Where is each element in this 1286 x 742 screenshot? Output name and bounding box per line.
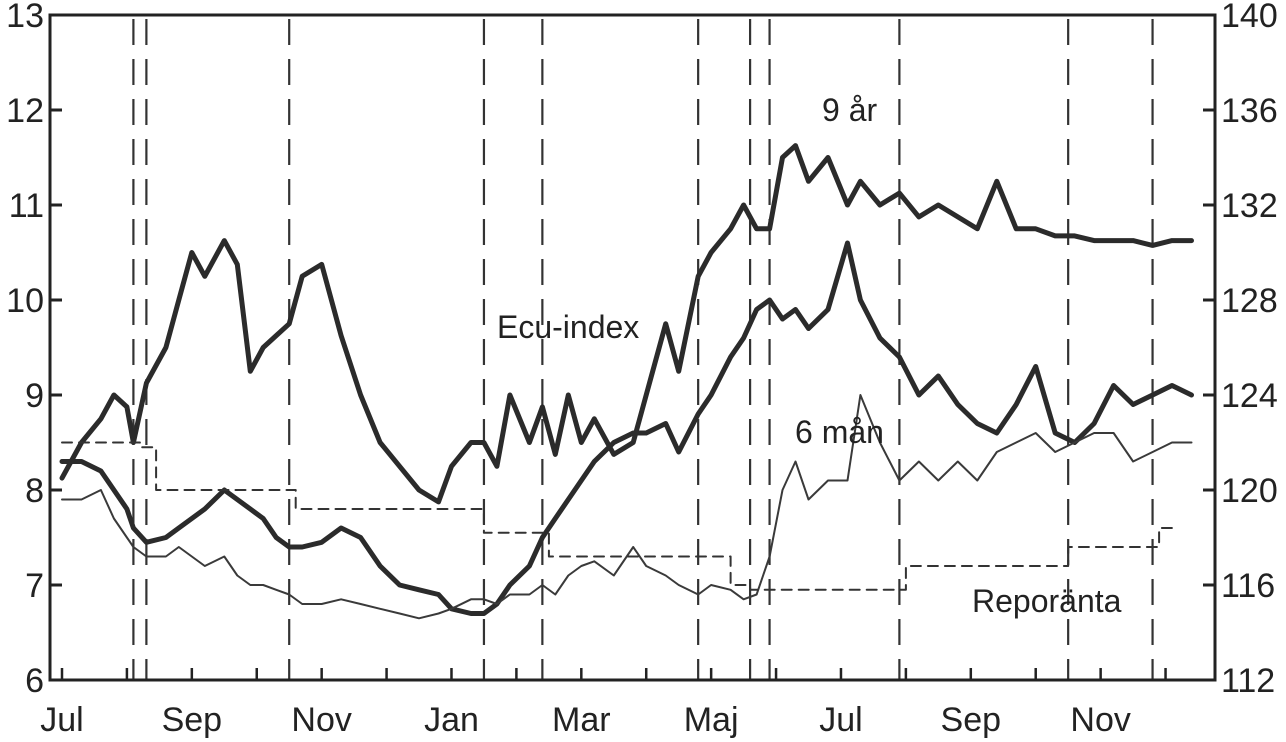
x-tick-label-1: Sep	[162, 701, 223, 739]
x-tick-label-8: Nov	[1070, 701, 1130, 739]
y-left-tick-label-4: 10	[6, 282, 44, 320]
y-right-tick-label-7: 140	[1221, 0, 1278, 35]
x-tick-label-0: Jul	[40, 701, 83, 739]
event-lines	[132, 19, 1154, 680]
y-right-tick-label-6: 136	[1221, 92, 1278, 130]
y-right-tick-label-3: 124	[1221, 377, 1278, 415]
repo-rate-label: Reporänta	[972, 583, 1122, 619]
plot-frame	[48, 13, 1217, 682]
series-line-0	[59, 143, 1194, 505]
x-tick-label-4: Mar	[552, 701, 611, 739]
y-right-tick-label-5: 132	[1221, 187, 1278, 225]
y-left-tick-label-1: 7	[25, 567, 44, 605]
series-line-2	[61, 394, 1193, 620]
y-left-tick-label-0: 6	[25, 662, 44, 700]
y-left-tick-label-2: 8	[25, 472, 44, 510]
y-right-tick-label-4: 128	[1221, 282, 1278, 320]
x-tick-label-2: Nov	[291, 701, 351, 739]
x-tick-label-3: Jan	[424, 701, 479, 739]
y-left-tick-label-3: 9	[25, 377, 44, 415]
y-right-tick-label-0: 112	[1221, 662, 1275, 700]
x-tick-label-6: Jul	[819, 701, 862, 739]
y-left-tick-label-6: 12	[6, 92, 44, 130]
series-line-1	[59, 240, 1194, 616]
axes: 6 7 8 9 10 11 12 13 112 116 120 124 128 132 136 140 Jul S…	[6, 0, 1278, 739]
series-line-3	[61, 441, 1180, 591]
six-month-label: 6 mån	[795, 414, 884, 450]
y-right-tick-label-2: 120	[1221, 472, 1278, 510]
nine-year-label: 9 år	[822, 92, 877, 128]
y-left-tick-label-5: 11	[9, 187, 44, 225]
y-left-tick-label-7: 13	[6, 0, 44, 35]
x-tick-label-5: Maj	[684, 701, 739, 739]
x-tick-label-7: Sep	[941, 701, 1002, 739]
y-right-tick-label-1: 116	[1221, 567, 1275, 605]
ecu-index-label: Ecu-index	[497, 309, 639, 345]
series-layer	[59, 143, 1194, 620]
